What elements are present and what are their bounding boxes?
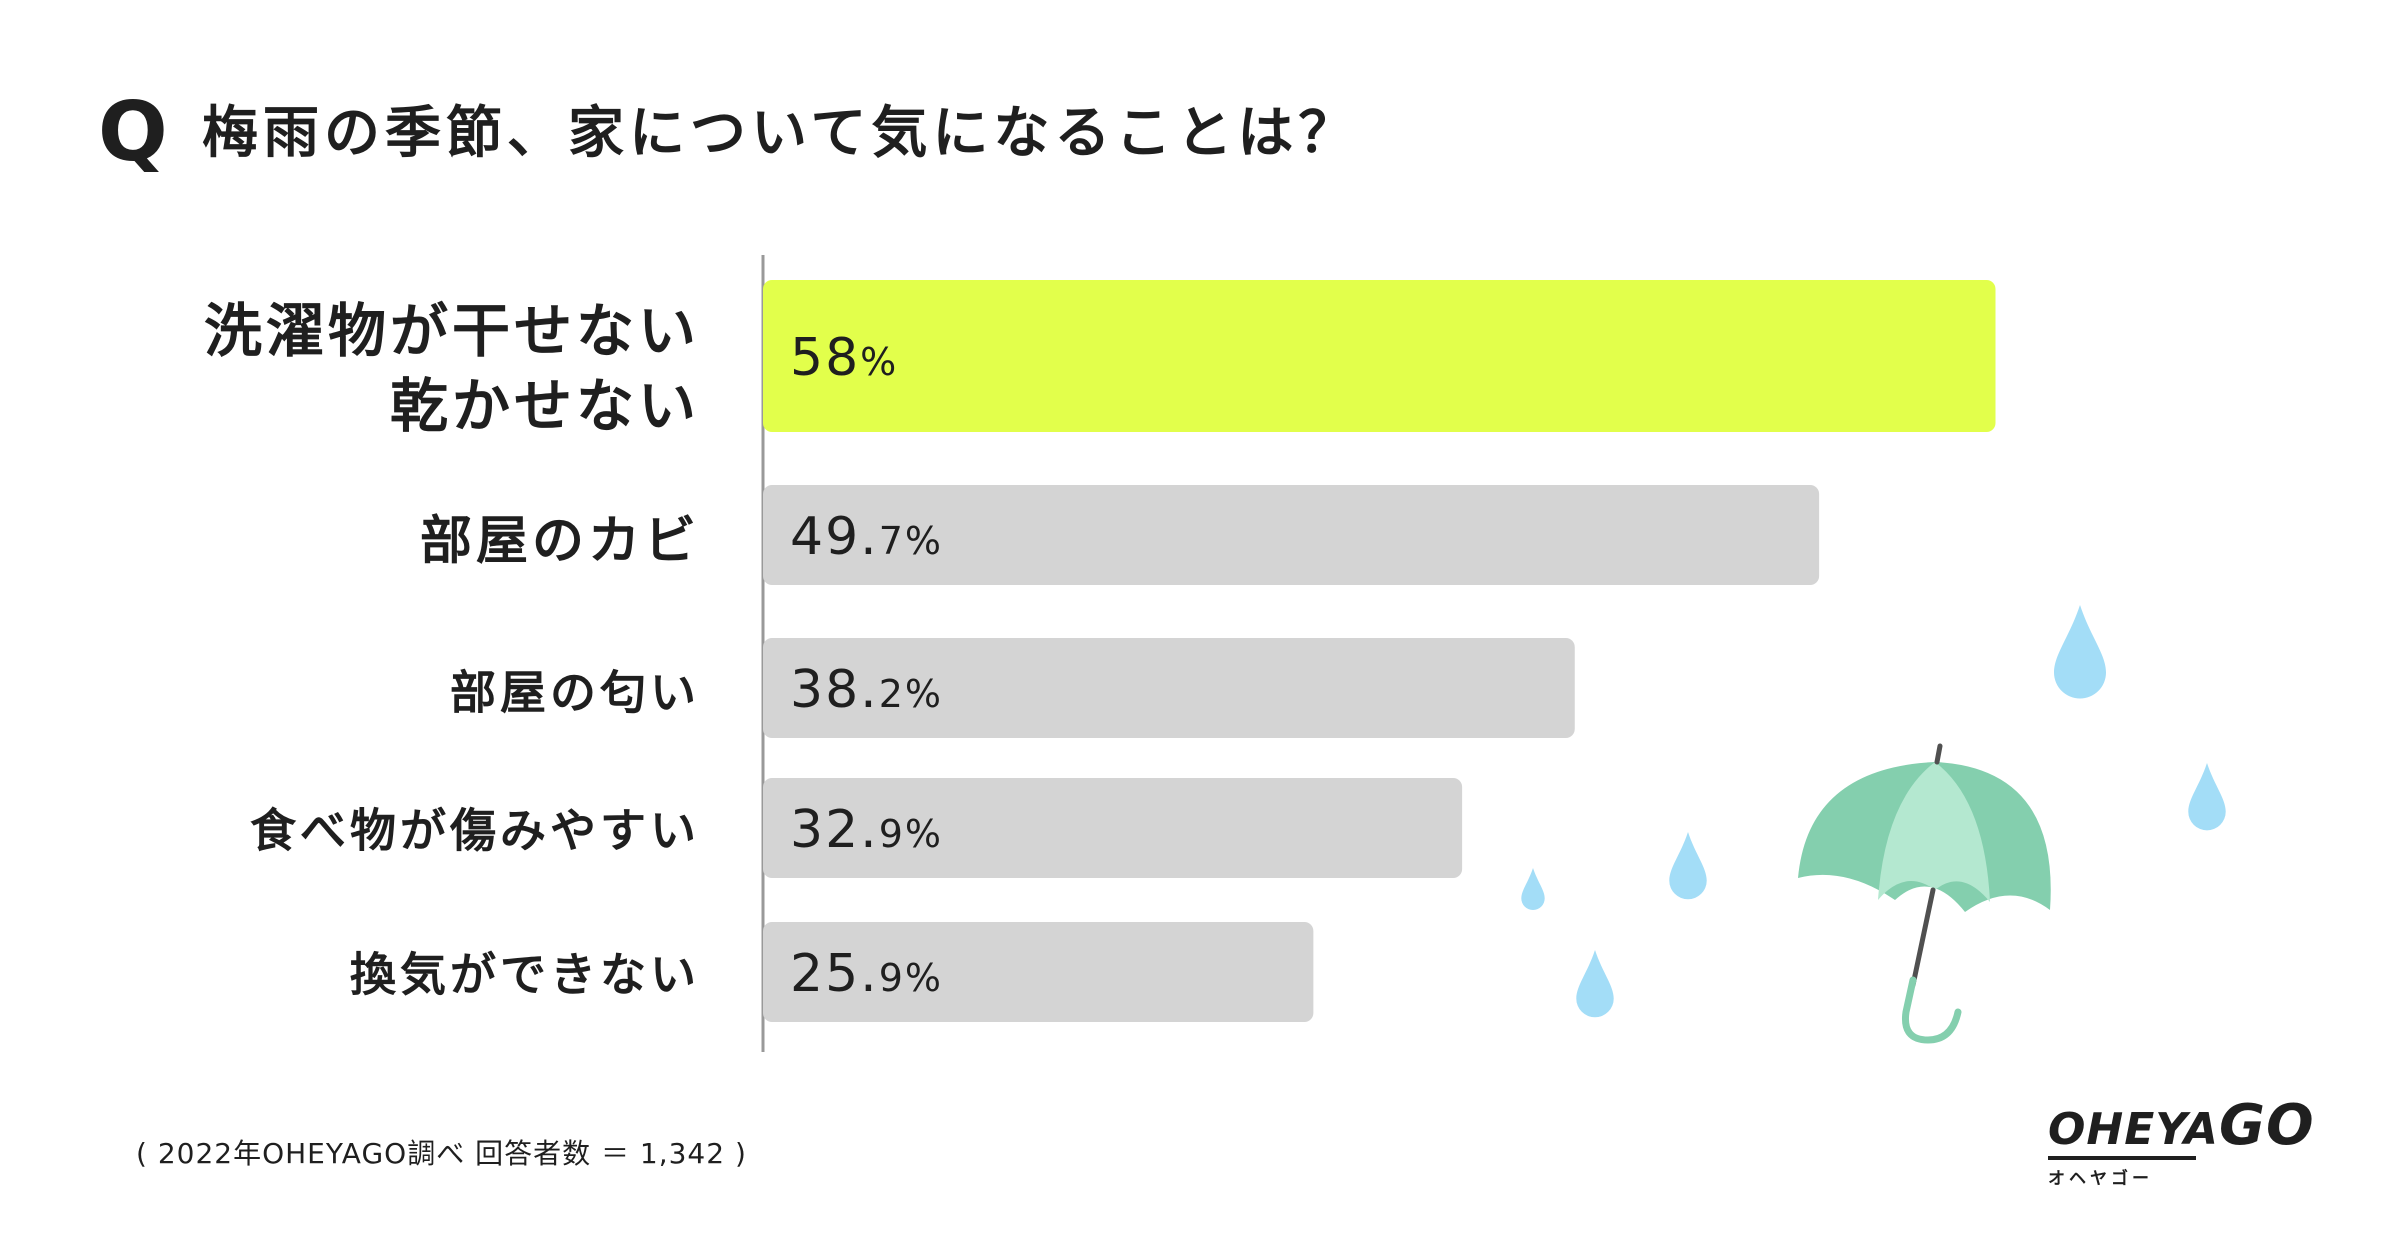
category-label-5: 換気ができない bbox=[350, 948, 700, 1002]
logo-wordmark: OHEYAGO bbox=[2048, 1093, 2315, 1158]
raindrop-3 bbox=[1669, 832, 1707, 900]
bar-1 bbox=[763, 280, 1996, 432]
bar-5 bbox=[763, 922, 1314, 1022]
category-label-2: 部屋のカビ bbox=[420, 512, 700, 572]
umbrella-tip bbox=[1934, 743, 1943, 765]
bar-4 bbox=[763, 778, 1463, 878]
category-label-4: 食べ物が傷みやすい bbox=[250, 804, 700, 858]
raindrop-2 bbox=[2188, 763, 2226, 831]
value-label-2: 49.7% bbox=[790, 507, 943, 567]
raindrop-1 bbox=[2054, 605, 2106, 699]
raindrop-4 bbox=[1521, 868, 1545, 911]
question-title: 梅雨の季節、家について気になることは？ bbox=[202, 101, 1360, 166]
value-label-5: 25.9% bbox=[790, 944, 943, 1004]
umbrella-shaft bbox=[1910, 887, 1936, 988]
category-label-3: 部屋の匂い bbox=[450, 666, 700, 720]
source-note: ( 2022年OHEYAGO調べ 回答者数 ＝ 1,342 ) bbox=[136, 1137, 747, 1170]
umbrella-illustration bbox=[1521, 605, 2226, 1044]
value-label-3: 38.2% bbox=[790, 660, 943, 720]
logo-subtitle: オヘヤゴー bbox=[2048, 1169, 2153, 1189]
bar-2 bbox=[763, 485, 1820, 585]
value-label-1: 58% bbox=[790, 328, 898, 388]
umbrella-panel bbox=[1878, 762, 1990, 902]
logo-underline bbox=[2048, 1156, 2196, 1160]
oheyago-logo: OHEYAGO オヘヤゴー bbox=[2048, 1098, 2315, 1189]
raindrop-5 bbox=[1576, 950, 1614, 1018]
question-mark: Q bbox=[98, 85, 168, 180]
category-label-1-line-2: 乾かせない bbox=[390, 372, 700, 440]
category-label-1-line-1: 洗濯物が干せない bbox=[204, 297, 700, 365]
bar-3 bbox=[763, 638, 1575, 738]
value-label-4: 32.9% bbox=[790, 800, 943, 860]
umbrella-handle bbox=[1901, 976, 1962, 1044]
